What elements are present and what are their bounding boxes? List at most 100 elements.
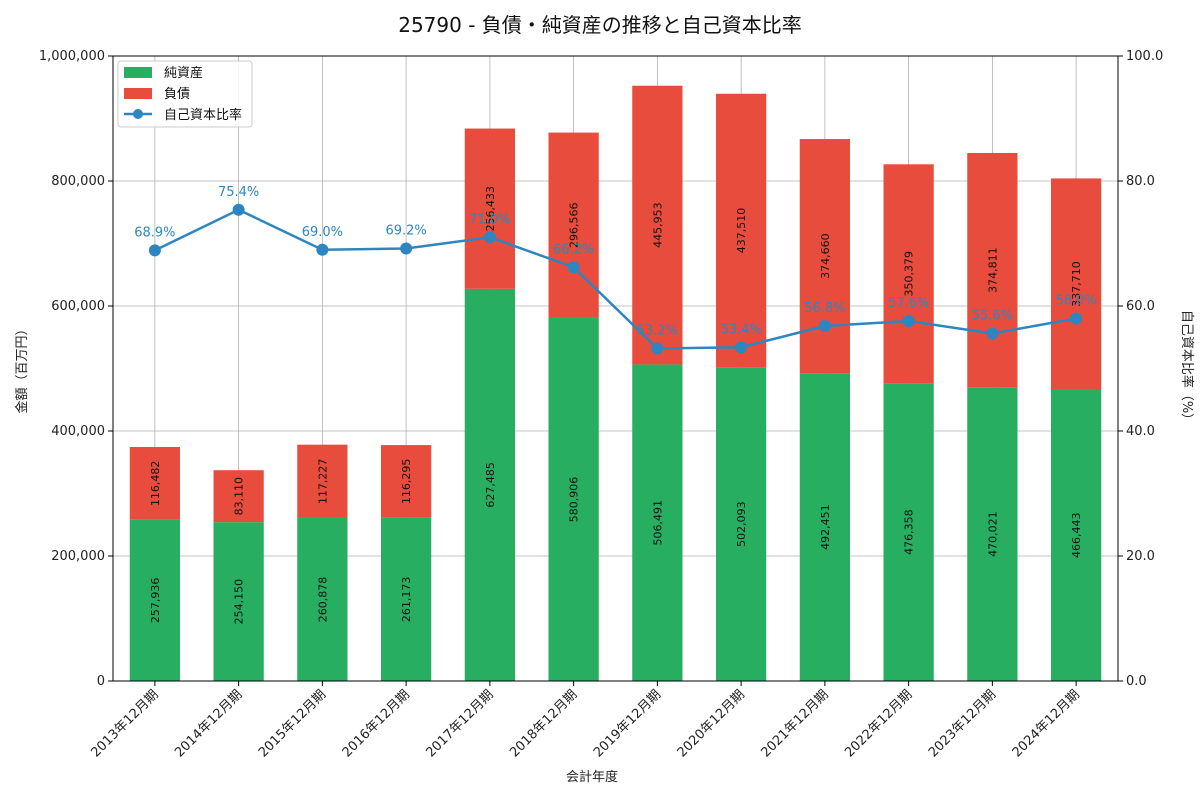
bar-net-assets: [381, 517, 432, 681]
bar-liabilities-label: 116,295: [400, 459, 413, 505]
bar-liabilities-label: 445,953: [651, 202, 664, 248]
x-tick-label: 2014年12月期: [172, 687, 245, 760]
bar-net-assets: [297, 517, 348, 681]
ratio-point: [735, 341, 748, 354]
bar-liabilities: [799, 139, 850, 374]
ratio-point-label: 66.2%: [553, 242, 594, 257]
bar-liabilities-label: 116,482: [149, 461, 162, 507]
bar-liabilities-label: 117,227: [316, 459, 329, 505]
bar-net-assets: [213, 522, 264, 681]
legend-swatch-net-assets: [124, 67, 152, 78]
x-tick-label: 2021年12月期: [758, 687, 831, 760]
y-right-tick-label: 40.0: [1126, 424, 1155, 439]
x-tick-label: 2019年12月期: [591, 687, 664, 760]
bar-net-assets-label: 257,936: [149, 578, 162, 624]
y-right-tick-label: 0.0: [1126, 674, 1147, 689]
ratio-point-label: 68.9%: [134, 225, 175, 240]
ratio-point: [483, 231, 496, 244]
bar-net-assets-label: 254,150: [233, 579, 246, 625]
legend-swatch-ratio-marker: [133, 109, 143, 119]
bar-liabilities: [381, 445, 432, 518]
y-left-tick-label: 1,000,000: [39, 49, 105, 64]
ratio-point-label: 56.8%: [804, 301, 845, 316]
legend-label-net-assets: 純資産: [164, 65, 203, 81]
ratio-point-label: 75.4%: [218, 185, 259, 200]
ratio-point: [818, 320, 831, 332]
y-axis-left-label: 金額（百万円）: [14, 322, 30, 413]
y-right-tick-label: 100.0: [1126, 49, 1163, 64]
bar-net-assets-label: 492,451: [819, 504, 832, 550]
y-axis-right-label: 自己資本比率（%）: [1179, 310, 1195, 426]
bar-net-assets: [129, 519, 180, 681]
ratio-point-label: 69.0%: [302, 225, 343, 240]
line-layer: 68.9% 75.4% 69.0% 69.2% 71.0% 66.2% 53.2% 53.4%…: [134, 185, 1097, 355]
x-tick-label: 2023年12月期: [926, 687, 999, 760]
ratio-point-label: 71.0%: [469, 212, 510, 227]
bar-net-assets: [883, 383, 934, 681]
bar-liabilities: [632, 85, 683, 365]
bar-net-assets-label: 466,443: [1070, 512, 1083, 558]
ratio-point-label: 58.0%: [1055, 294, 1096, 309]
ratio-point: [902, 315, 915, 327]
bar-net-assets-label: 580,906: [568, 477, 581, 523]
ratio-point: [148, 244, 161, 257]
bar-net-assets-label: 627,485: [484, 462, 497, 508]
x-tick-label: 2024年12月期: [1010, 687, 1083, 760]
bar-net-assets-label: 261,173: [400, 577, 413, 623]
ratio-point: [316, 243, 329, 256]
legend-swatch-liabilities: [124, 88, 152, 99]
bar-net-assets-label: 476,358: [903, 509, 916, 555]
y-left-tick-label: 800,000: [51, 174, 105, 189]
ratio-line: [154, 208, 1077, 350]
x-tick-label: 2018年12月期: [507, 687, 580, 760]
y-right-tick-label: 80.0: [1126, 174, 1155, 189]
ratio-point-label: 53.4%: [720, 322, 761, 337]
bar-liabilities: [967, 152, 1018, 388]
ratio-point: [400, 242, 413, 255]
plot-frame: [112, 55, 1119, 682]
bar-liabilities: [548, 132, 599, 318]
y-right-tick-label: 20.0: [1126, 549, 1155, 564]
x-tick-label: 2016年12月期: [340, 687, 413, 760]
bar-liabilities-label: 374,660: [819, 233, 832, 279]
bar-net-assets: [548, 317, 599, 681]
ratio-point-label: 69.2%: [385, 224, 426, 239]
bar-liabilities-label: 437,510: [735, 208, 748, 254]
ratio-point-label: 57.6%: [888, 296, 929, 311]
bar-liabilities-label: 296,566: [568, 203, 581, 249]
x-tick-label: 2022年12月期: [842, 687, 915, 760]
bar-liabilities-label: 337,710: [1070, 261, 1083, 307]
bar-net-assets: [1051, 389, 1102, 681]
y-left-tick-label: 200,000: [51, 549, 105, 564]
bar-liabilities: [297, 444, 348, 518]
bar-liabilities: [129, 446, 180, 520]
bar-net-assets: [716, 367, 767, 681]
x-tick-label: 2020年12月期: [675, 687, 748, 760]
ratio-point-label: 55.6%: [972, 309, 1013, 324]
y-right-tick-label: 60.0: [1126, 299, 1155, 314]
bar-net-assets-label: 470,021: [986, 511, 999, 557]
x-tick-label: 2017年12月期: [423, 687, 496, 760]
legend-label-liabilities: 負債: [164, 87, 190, 102]
bar-net-assets: [799, 373, 850, 681]
bar-liabilities: [1051, 178, 1102, 390]
bar-net-assets: [464, 288, 515, 681]
bar-liabilities-label: 83,110: [233, 477, 246, 516]
ratio-point: [567, 261, 580, 274]
bar-net-assets: [967, 387, 1018, 681]
bar-net-assets-label: 506,491: [651, 500, 664, 546]
bar-liabilities-label: 256,433: [484, 186, 497, 232]
x-tick-label: 2013年12月期: [88, 687, 161, 760]
legend-label-ratio: 自己資本比率: [164, 107, 242, 123]
bar-net-assets-label: 502,093: [735, 501, 748, 547]
bar-liabilities-label: 350,379: [903, 251, 916, 297]
ratio-point: [651, 342, 664, 355]
bar-net-assets: [632, 364, 683, 681]
x-tick-label: 2015年12月期: [256, 687, 329, 760]
ratio-point-label: 53.2%: [637, 324, 678, 339]
ratio-point: [1070, 312, 1083, 325]
y-left-tick-label: 400,000: [51, 424, 105, 439]
